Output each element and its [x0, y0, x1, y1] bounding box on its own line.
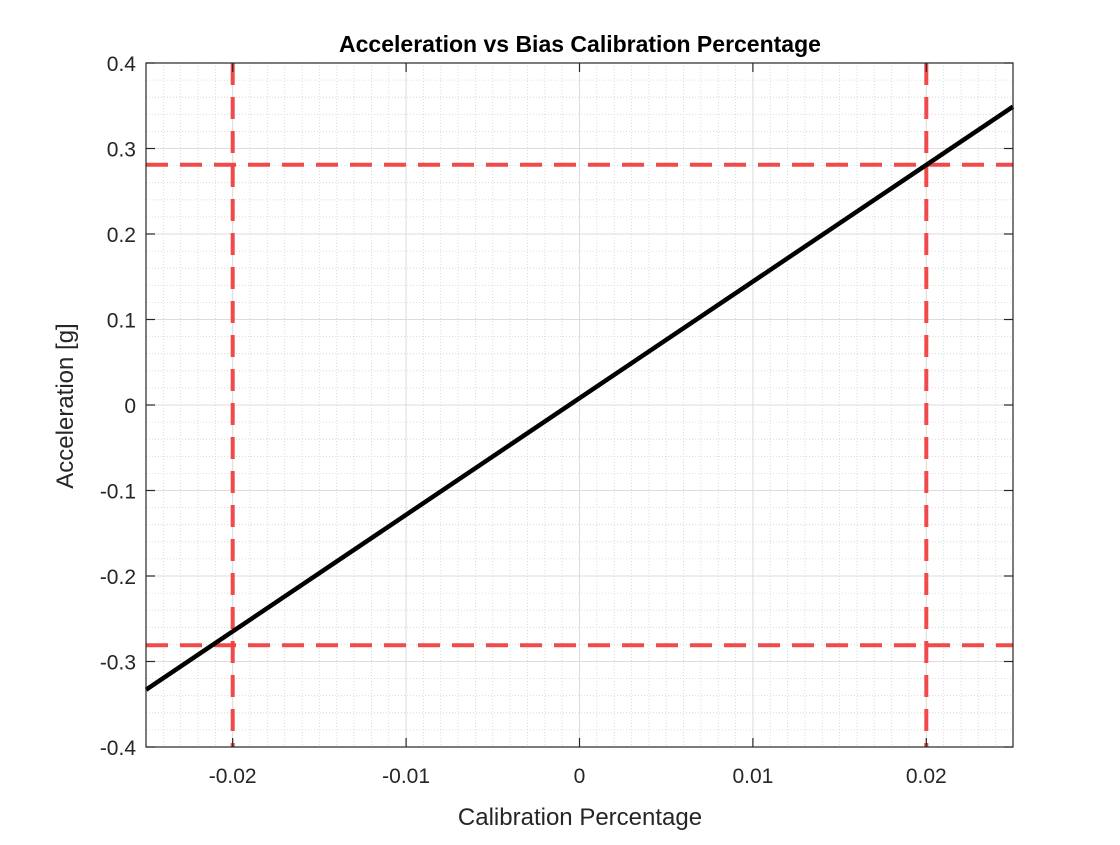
- x-axis-label: Calibration Percentage: [458, 804, 702, 831]
- x-tick-label: 0.01: [732, 765, 773, 788]
- x-tick-label: -0.01: [382, 765, 430, 788]
- y-tick-label: 0.1: [107, 310, 136, 333]
- y-tick-label: 0.3: [107, 139, 136, 162]
- y-tick-labels: -0.4 -0.3 -0.2 -0.1 0 0.1 0.2 0.3 0.4: [100, 53, 137, 760]
- x-tick-label: -0.02: [209, 765, 257, 788]
- x-tick-label: 0: [574, 765, 586, 788]
- y-tick-label: -0.3: [100, 652, 136, 675]
- chart-title: Acceleration vs Bias Calibration Percent…: [339, 31, 821, 57]
- y-tick-label: -0.1: [100, 481, 136, 504]
- x-tick-label: 0.02: [906, 765, 947, 788]
- tick-marks: [146, 62, 1013, 748]
- reference-lines: [146, 63, 1013, 747]
- y-tick-label: -0.4: [100, 737, 137, 760]
- y-tick-label: 0: [124, 395, 136, 418]
- y-tick-label: 0.2: [107, 224, 136, 247]
- y-tick-label: -0.2: [100, 566, 136, 589]
- series-lines: [144, 104, 1015, 692]
- y-tick-label: 0.4: [107, 53, 137, 76]
- series-line: [144, 104, 1015, 692]
- x-tick-labels: -0.02 -0.01 0 0.01 0.02: [209, 765, 947, 788]
- y-axis-label: Acceleration [g]: [52, 323, 79, 488]
